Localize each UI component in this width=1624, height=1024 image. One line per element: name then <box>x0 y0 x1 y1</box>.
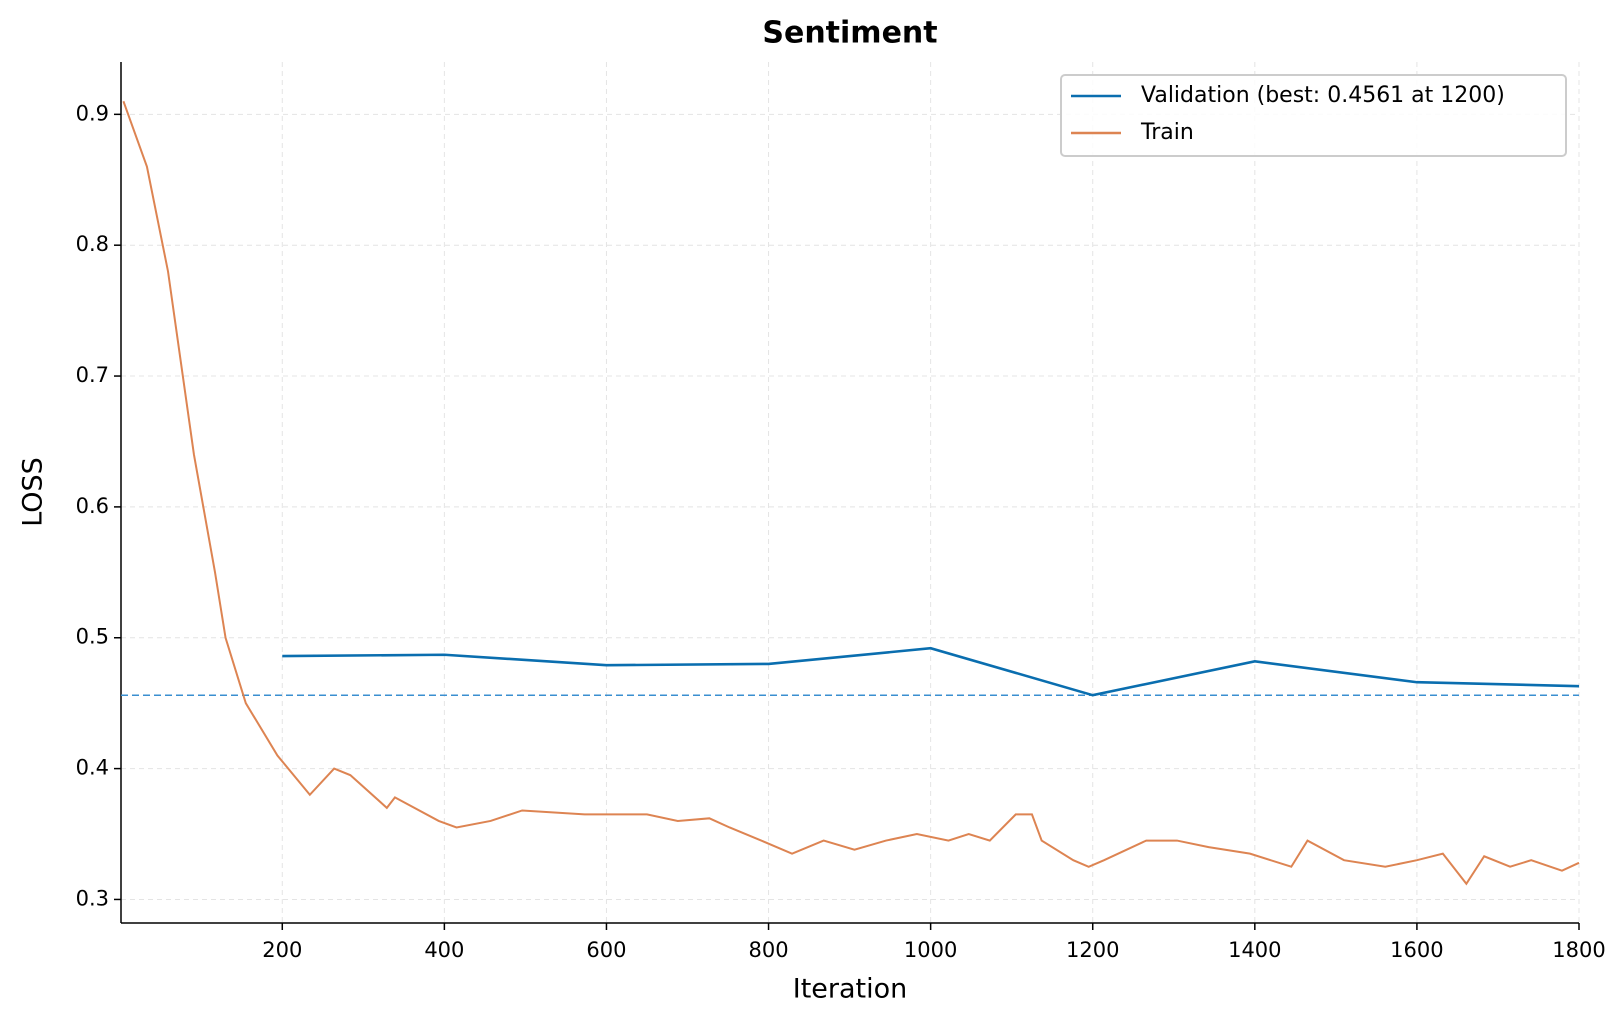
x-tick-label: 600 <box>586 938 626 962</box>
y-tick-label: 0.4 <box>76 756 109 780</box>
legend-label: Validation (best: 0.4561 at 1200) <box>1141 83 1505 108</box>
y-tick-label: 0.9 <box>76 101 109 125</box>
x-tick-label: 1800 <box>1552 938 1605 962</box>
chart-title: Sentiment <box>762 16 937 51</box>
x-tick-label: 800 <box>749 938 789 962</box>
y-tick-label: 0.5 <box>76 625 109 649</box>
y-axis-label: LOSS <box>18 457 49 527</box>
x-tick-label: 1200 <box>1066 938 1119 962</box>
series-line <box>282 646 1580 697</box>
x-tick-label: 1000 <box>904 938 957 962</box>
y-tick-label: 0.8 <box>76 232 109 256</box>
series-line <box>122 100 1580 886</box>
legend-box <box>1060 74 1567 157</box>
x-axis-label: Iteration <box>793 974 908 1005</box>
legend-label: Train <box>1140 120 1194 145</box>
x-tick-label: 200 <box>262 938 302 962</box>
x-tick-label: 1600 <box>1390 938 1443 962</box>
y-tick-label: 0.6 <box>76 494 109 518</box>
x-tick-label: 1400 <box>1228 938 1281 962</box>
x-tick-label: 400 <box>424 938 464 962</box>
y-tick-label: 0.3 <box>76 886 109 910</box>
y-tick-label: 0.7 <box>76 363 109 387</box>
